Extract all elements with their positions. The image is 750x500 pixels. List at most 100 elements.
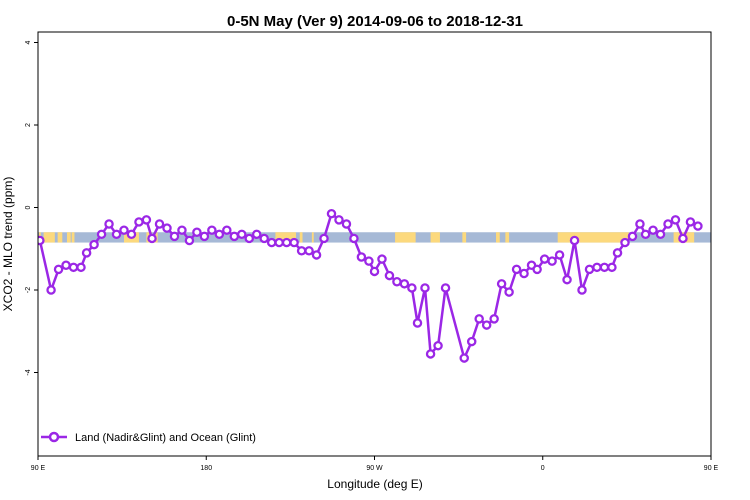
data-point (532, 264, 542, 275)
data-point (399, 279, 410, 289)
data-point (364, 256, 374, 266)
band-land-segment (311, 232, 314, 243)
data-point (440, 283, 451, 293)
data-point (640, 229, 651, 240)
data-point (53, 264, 64, 275)
data-point (539, 254, 550, 264)
band-land-segment (71, 232, 75, 243)
data-point (511, 264, 522, 275)
data-point (244, 233, 254, 244)
data-point (349, 233, 359, 244)
band-land-segment (496, 232, 500, 243)
y-tick-label: 2 (25, 123, 32, 127)
data-point (96, 229, 107, 240)
x-axis: 90 E 180 90 W 0 90 E (31, 456, 719, 472)
data-point (377, 254, 387, 264)
data-point (369, 266, 380, 277)
y-tick-label: -4 (25, 369, 32, 375)
legend-label: Land (Nadir&Glint) and Ocean (Glint) (75, 432, 256, 444)
data-point (648, 225, 658, 235)
data-point (169, 231, 180, 242)
data-point (46, 285, 56, 295)
data-point (266, 237, 277, 248)
x-tick-label: 90 W (366, 465, 383, 472)
band-land-segment (505, 232, 510, 243)
data-point (474, 314, 484, 324)
data-point (141, 215, 152, 225)
data-point (496, 279, 507, 289)
data-point (466, 336, 477, 347)
data-point (420, 283, 430, 293)
data-point (134, 217, 144, 227)
y-axis-label: XCO2 - MLO trend (ppm) (1, 177, 15, 312)
data-point (61, 260, 71, 270)
data-point (392, 276, 402, 287)
data-point (222, 225, 232, 235)
data-point (554, 250, 565, 260)
data-point (627, 231, 638, 242)
data-point (584, 264, 595, 275)
data-point (547, 256, 557, 266)
y-tick-label: -2 (25, 287, 32, 293)
y-tick-label: 4 (25, 40, 32, 44)
data-point (281, 237, 292, 248)
x-tick-label: 90 E (31, 465, 46, 472)
data-point (407, 283, 417, 293)
data-point (304, 246, 314, 256)
band-land-segment (726, 232, 733, 242)
data-point (296, 246, 307, 256)
data-point (612, 248, 623, 258)
data-point (237, 229, 247, 240)
band-land-segment (557, 232, 629, 243)
data-point (356, 252, 367, 262)
data-point (384, 270, 395, 281)
data-point (693, 221, 703, 231)
data-point (119, 225, 129, 235)
data-point (38, 235, 45, 246)
data-point (89, 239, 99, 250)
band-land-segment (275, 232, 296, 243)
data-point (481, 320, 492, 330)
data-point (81, 248, 92, 258)
band-land-segment (462, 232, 467, 243)
data-point (111, 229, 122, 240)
data-point (655, 229, 666, 240)
chart-title: 0-5N May (Ver 9) 2014-09-06 to 2018-12-3… (227, 13, 523, 30)
data-point (685, 217, 696, 227)
data-point (229, 231, 240, 242)
data-point (104, 219, 114, 229)
data-point (569, 235, 580, 246)
data-point (251, 229, 262, 240)
y-axis: 4 2 0 -2 -4 (25, 40, 38, 376)
band-land-segment (395, 232, 416, 243)
data-point (154, 219, 165, 229)
data-point (412, 318, 423, 328)
data-point (274, 237, 284, 248)
data-point (341, 219, 352, 229)
data-point (326, 208, 337, 219)
legend: Land (Nadir&Glint) and Ocean (Glint) (41, 431, 256, 444)
data-point (259, 233, 269, 244)
data-point (433, 340, 443, 351)
data-point (162, 223, 172, 233)
data-point (678, 233, 688, 244)
data-point (599, 262, 610, 273)
data-point (177, 225, 187, 235)
data-point (577, 285, 587, 295)
data-point (126, 229, 137, 240)
band-land-segment (66, 232, 71, 243)
data-point (311, 250, 322, 260)
x-tick-label: 0 (541, 465, 545, 472)
x-axis-label: Longitude (deg E) (327, 477, 422, 491)
data-point (68, 262, 79, 273)
data-point (620, 237, 630, 248)
data-point (214, 229, 225, 240)
data-point (289, 237, 299, 248)
data-point (207, 225, 217, 235)
band-land-segment (43, 232, 55, 243)
data-point (425, 349, 436, 359)
data-point (635, 219, 645, 229)
x-tick-label: 180 (200, 465, 212, 472)
data-point (592, 262, 602, 273)
